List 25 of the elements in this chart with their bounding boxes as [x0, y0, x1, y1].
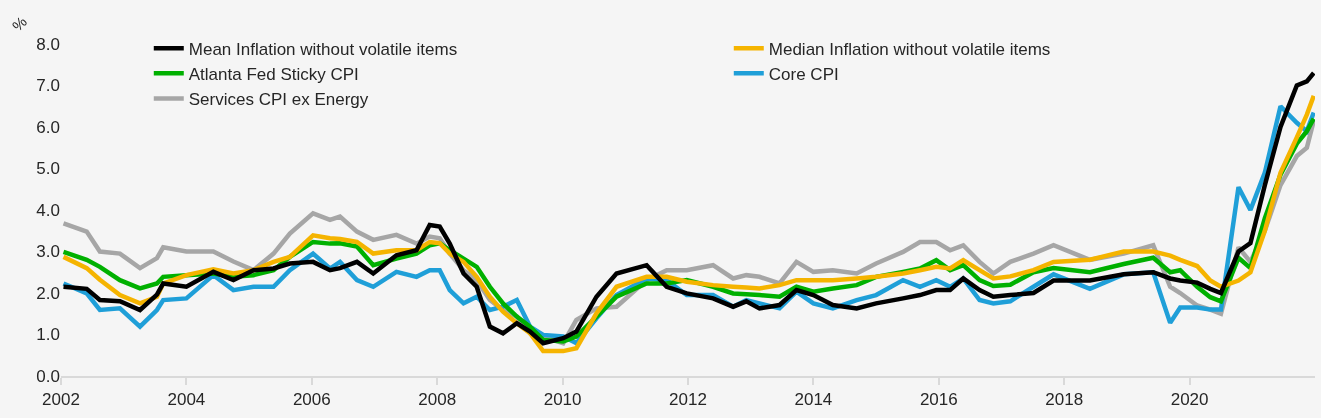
x-tick-label: 2014: [794, 390, 833, 410]
legend-label: Median Inflation without volatile items: [768, 39, 1051, 59]
x-tick-label: 2010: [543, 390, 582, 410]
y-tick-label: 2.0: [36, 283, 60, 303]
y-tick-label: 4.0: [36, 200, 60, 220]
x-tick-label: 2008: [418, 390, 457, 410]
y-tick-label: 1.0: [36, 325, 60, 345]
y-tick-label: 3.0: [36, 242, 60, 262]
legend-label: Core CPI: [768, 65, 839, 84]
y-tick-label: 5.0: [36, 159, 60, 179]
x-tick-label: 2018: [1045, 390, 1084, 410]
legend-label: Mean Inflation without volatile items: [188, 39, 458, 59]
legend-label: Atlanta Fed Sticky CPI: [188, 65, 359, 84]
y-axis-title: %: [8, 12, 31, 35]
y-tick-label: 7.0: [36, 76, 60, 96]
y-tick-label: 8.0: [36, 34, 60, 54]
x-tick-label: 2002: [42, 390, 80, 410]
x-tick-label: 2004: [167, 390, 206, 410]
legend-label: Services CPI ex Energy: [188, 90, 369, 110]
y-tick-label: 6.0: [36, 117, 60, 137]
x-tick-label: 2012: [669, 390, 707, 410]
x-tick-label: 2006: [292, 390, 331, 410]
x-tick-label: 2020: [1170, 390, 1209, 410]
x-tick-label: 2016: [919, 390, 958, 410]
y-tick-label: 0.0: [36, 366, 60, 386]
